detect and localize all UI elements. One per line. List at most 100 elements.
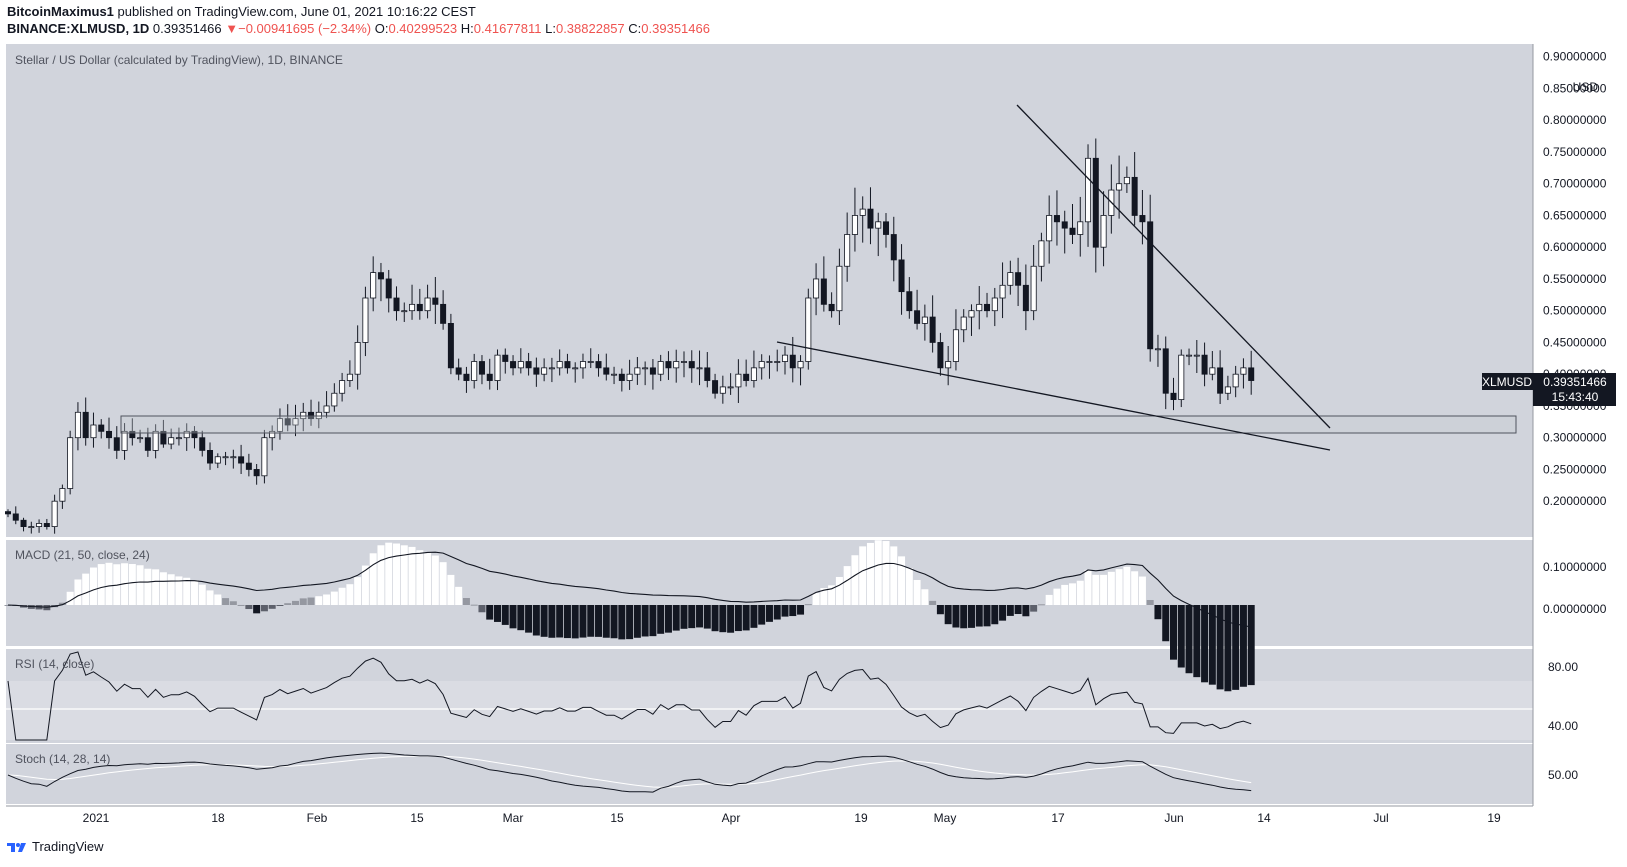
candle-body — [945, 361, 952, 369]
macd-histogram-bar — [711, 605, 719, 632]
macd-histogram-bar — [719, 605, 727, 633]
macd-histogram-bar — [455, 586, 463, 605]
time-tick: Feb — [307, 811, 328, 825]
candle-body — [984, 303, 991, 312]
price-tick: 0.20000000 — [1543, 494, 1607, 508]
candle-body — [160, 430, 167, 445]
candle-body — [370, 272, 377, 299]
price-tick: 0.85000000 — [1543, 81, 1607, 95]
macd-histogram-bar — [152, 569, 160, 605]
main-pane[interactable] — [6, 44, 1533, 537]
macd-histogram-bar — [1131, 571, 1139, 605]
macd-title: MACD (21, 50, close, 24) — [15, 548, 150, 562]
macd-histogram-bar — [416, 550, 424, 605]
author-name[interactable]: BitcoinMaximus1 — [7, 4, 114, 19]
candle-body — [315, 411, 322, 420]
close-value: 0.39351466 — [641, 21, 710, 36]
macd-histogram-bar — [74, 579, 82, 605]
price-tick: 0.70000000 — [1543, 177, 1607, 191]
candle-body — [152, 430, 159, 451]
macd-histogram-bar — [509, 605, 517, 629]
macd-histogram-bar — [835, 576, 843, 605]
candle-body — [284, 418, 291, 426]
candle-body — [1224, 386, 1231, 394]
candle-body — [649, 367, 656, 375]
currency-label: USD — [1573, 80, 1599, 94]
macd-histogram-bar — [1170, 605, 1177, 660]
macd-histogram-bar — [330, 591, 338, 605]
candle-body — [960, 316, 967, 331]
candle-body — [276, 418, 283, 432]
candle-body — [626, 373, 633, 381]
macd-histogram-bar — [144, 568, 152, 605]
macd-histogram-bar — [921, 589, 929, 605]
macd-histogram-bar — [548, 605, 556, 638]
macd-histogram-bar — [680, 605, 688, 629]
stoch-pane[interactable] — [6, 744, 1533, 804]
macd-histogram-bar — [377, 545, 385, 605]
support-zone[interactable] — [120, 415, 1517, 434]
price-tick: 0.50000000 — [1543, 304, 1607, 318]
candle-body — [1186, 354, 1193, 357]
macd-histogram-bar — [874, 540, 882, 605]
macd-histogram-bar — [447, 574, 455, 605]
candle-body — [789, 354, 796, 369]
time-axis[interactable]: 2021 18 Feb 15 Mar 15 Apr 19 May 17 Jun 14 Jul 19 — [83, 811, 1501, 825]
candle-body — [20, 519, 27, 527]
price-axis[interactable] — [1533, 44, 1627, 806]
candle-body — [1170, 392, 1177, 400]
candle-body — [1178, 354, 1185, 400]
macd-histogram-bar — [1123, 566, 1131, 605]
macd-histogram-bar — [284, 603, 292, 605]
rsi-title: RSI (14, close) — [15, 657, 94, 671]
main-pane-title: Stellar / US Dollar (calculated by Tradi… — [15, 53, 343, 67]
macd-histogram-bar — [649, 605, 657, 637]
price-tick: 0.75000000 — [1543, 145, 1607, 159]
candle-body — [603, 367, 610, 375]
low-value: 0.38822857 — [555, 21, 625, 36]
candle-body — [680, 361, 687, 363]
candle-body — [875, 221, 882, 229]
candle-body — [362, 297, 369, 343]
macd-histogram-bar — [1239, 605, 1247, 687]
macd-histogram-bar — [898, 556, 906, 605]
support-trendline[interactable] — [776, 341, 1331, 451]
candle-body — [836, 265, 843, 312]
candle-body — [696, 367, 703, 370]
time-tick: 2021 — [83, 811, 110, 825]
time-tick: 14 — [1257, 811, 1271, 825]
candle-body — [1030, 265, 1037, 312]
time-tick: 19 — [1487, 811, 1501, 825]
candle-body — [1061, 221, 1068, 229]
candle-body — [587, 361, 594, 363]
candle-body — [424, 297, 431, 312]
candle-body — [1038, 240, 1045, 267]
resistance-trendline[interactable] — [1016, 104, 1331, 429]
candle-body — [113, 437, 120, 451]
candle-body — [1154, 348, 1161, 351]
candle-body — [106, 430, 113, 439]
macd-histogram-bar — [1162, 605, 1170, 642]
last-price-label[interactable]: XLMUSD 0.39351466 15:43:40 — [1482, 373, 1616, 406]
macd-histogram-bar — [1068, 583, 1076, 605]
candle-body — [851, 215, 858, 235]
macd-histogram-bar — [494, 605, 502, 622]
candle-body — [797, 361, 804, 369]
macd-histogram-bar — [517, 605, 525, 631]
candle-body — [556, 361, 563, 369]
rsi-tick-0: 80.00 — [1548, 660, 1578, 674]
macd-histogram-bar — [579, 605, 587, 638]
macd-pane[interactable] — [6, 540, 1533, 646]
macd-histogram-bar — [960, 605, 968, 629]
macd-histogram-bar — [58, 602, 66, 605]
macd-histogram-bar — [128, 564, 136, 605]
candle-body — [657, 361, 664, 375]
macd-histogram-bar — [291, 600, 299, 605]
candle-body — [486, 373, 493, 381]
macd-histogram-bar — [525, 605, 533, 633]
candle-body — [937, 342, 944, 369]
macd-histogram-bar — [206, 590, 214, 605]
macd-histogram-bar — [1216, 605, 1224, 690]
macd-histogram-bar — [532, 605, 540, 636]
